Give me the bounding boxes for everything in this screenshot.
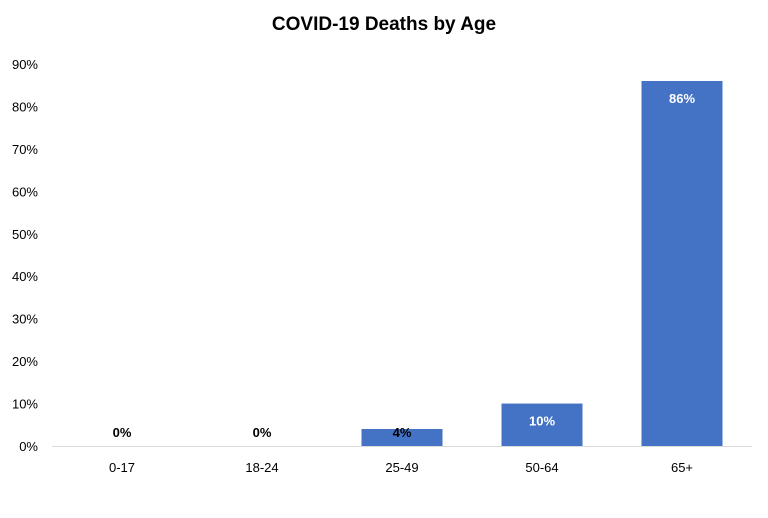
data-labels-group: 0% 0% 4% 10% 86%	[113, 91, 696, 440]
y-tick-label: 60%	[12, 184, 38, 199]
y-tick-label: 20%	[12, 354, 38, 369]
chart-title: COVID-19 Deaths by Age	[271, 14, 497, 35]
x-tick-label: 50-64	[525, 460, 558, 475]
bar-data-label: 0%	[253, 425, 272, 440]
bar-data-label: 10%	[529, 414, 555, 429]
y-tick-label: 50%	[12, 227, 38, 242]
bar	[641, 80, 723, 446]
y-tick-label: 70%	[12, 142, 38, 157]
bar-data-label: 86%	[669, 91, 695, 106]
y-tick-label: 30%	[12, 312, 38, 327]
x-tick-label: 0-17	[109, 460, 135, 475]
y-axis-ticks: 0% 10% 20% 30% 40% 50% 60% 70% 80% 90%	[12, 57, 38, 454]
bar-data-label: 4%	[393, 425, 412, 440]
bars-group	[361, 80, 723, 446]
y-tick-label: 0%	[19, 439, 38, 454]
x-tick-label: 25-49	[385, 460, 418, 475]
y-tick-label: 80%	[12, 99, 38, 114]
y-tick-label: 40%	[12, 269, 38, 284]
x-tick-label: 65+	[671, 460, 693, 475]
y-tick-label: 90%	[12, 57, 38, 72]
bar	[361, 429, 443, 446]
bar-data-label: 0%	[113, 425, 132, 440]
bar	[501, 403, 583, 446]
x-axis-ticks: 0-17 18-24 25-49 50-64 65+	[109, 460, 693, 475]
y-tick-label: 10%	[12, 397, 38, 412]
x-tick-label: 18-24	[245, 460, 278, 475]
